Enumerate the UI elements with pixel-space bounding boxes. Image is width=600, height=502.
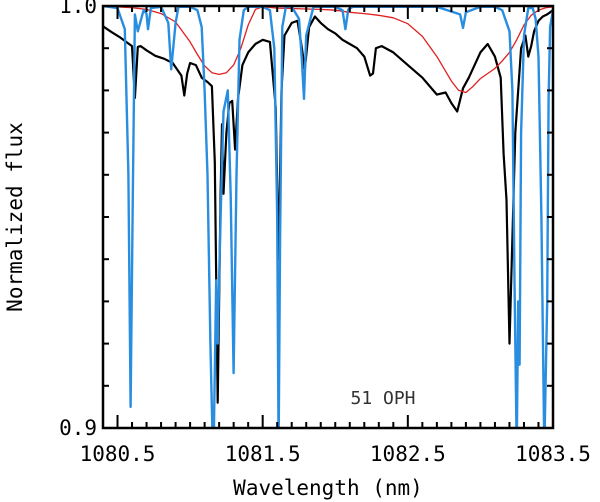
y-tick-label: 0.9 [59,416,97,440]
telluric-model-line [103,6,553,428]
tick-labels: 1080.5 1081.5 1082.5 1083.5 0.9 1.0 [59,0,591,466]
x-axis-label: Wavelength (nm) [233,476,423,500]
y-tick-label: 1.0 [59,0,97,18]
x-tick-label: 1082.5 [370,442,446,466]
ticks-layer [102,5,554,429]
star-name-annotation: 51 OPH [350,388,415,409]
x-tick-label: 1081.5 [225,442,301,466]
x-tick-label: 1083.5 [515,442,591,466]
series-layer [103,6,553,428]
y-axis-label: Normalized flux [3,122,27,312]
x-tick-label: 1080.5 [80,442,156,466]
